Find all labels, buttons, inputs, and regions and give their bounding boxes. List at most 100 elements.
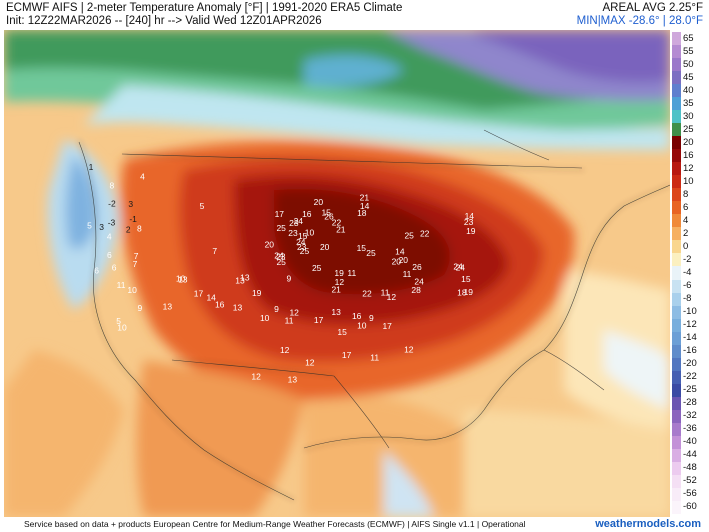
anomaly-value-label: 15 — [321, 208, 331, 218]
anomaly-value-label: 23 — [276, 252, 286, 262]
anomaly-value-label: 24 — [274, 251, 284, 261]
anomaly-value-label: 17 — [382, 321, 392, 331]
anomaly-value-label: 10 — [305, 228, 315, 238]
anomaly-value-label: 24 — [453, 261, 463, 271]
anomaly-value-label: 14 — [360, 201, 370, 211]
anomaly-value-label: 10 — [357, 321, 367, 331]
legend-swatch — [672, 149, 681, 163]
legend-entry: -36 — [672, 422, 708, 437]
legend-label: 6 — [683, 201, 689, 213]
anomaly-value-label: 13 — [331, 307, 341, 317]
legend-swatch — [672, 435, 681, 450]
legend-entry: -48 — [672, 461, 708, 476]
anomaly-value-label: 11 — [285, 316, 294, 326]
legend-swatch — [672, 370, 681, 385]
anomaly-value-label: 2 — [126, 225, 131, 235]
legend-label: -14 — [683, 332, 697, 344]
legend-swatch — [672, 409, 681, 424]
legend-label: 40 — [683, 84, 694, 96]
legend-entry: 55 — [672, 45, 708, 59]
legend-entry: 8 — [672, 188, 708, 202]
anomaly-value-label: 9 — [138, 303, 143, 313]
anomaly-value-label: 23 — [464, 217, 474, 227]
legend-entry: -44 — [672, 448, 708, 463]
legend-label: -10 — [683, 306, 697, 318]
legend-entry: 35 — [672, 97, 708, 111]
anomaly-value-label: 12 — [289, 308, 299, 318]
anomaly-value-label: 9 — [369, 313, 374, 323]
anomaly-value-label: 13 — [233, 303, 243, 313]
legend-entry: -16 — [672, 344, 708, 359]
legend-label: -32 — [683, 410, 697, 422]
anomaly-value-label: 7 — [134, 251, 139, 261]
legend-label: 4 — [683, 214, 689, 226]
brand-watermark: weathermodels.com — [595, 518, 701, 530]
anomaly-value-label: 19 — [464, 287, 474, 297]
anomaly-value-label: -1 — [129, 214, 137, 224]
legend-swatch — [672, 487, 681, 502]
legend-label: -40 — [683, 436, 697, 448]
legend-swatch — [672, 292, 681, 307]
legend-label: 45 — [683, 71, 694, 83]
legend-entry: 6 — [672, 201, 708, 215]
legend-label: 8 — [683, 188, 689, 200]
legend-swatch — [672, 97, 681, 111]
legend-swatch — [672, 188, 681, 202]
map-footer: Service based on data + products Europea… — [0, 517, 709, 532]
color-scale-legend: 65 55 50 45 40 35 30 25 20 16 12 10 8 6 4 2 0 -2 -4 -6 -8 -10… — [672, 32, 708, 515]
legend-swatch — [672, 253, 681, 267]
anomaly-value-label: 11 — [370, 352, 379, 362]
legend-label: -28 — [683, 397, 697, 409]
legend-label: 25 — [683, 123, 694, 135]
anomaly-value-label: 18 — [357, 208, 367, 218]
anomaly-value-label: 17 — [194, 288, 204, 298]
anomaly-value-label: 21 — [336, 224, 346, 234]
legend-label: 30 — [683, 110, 694, 122]
legend-entry: 45 — [672, 71, 708, 85]
legend-label: 35 — [683, 97, 694, 109]
anomaly-value-label: 25 — [276, 257, 286, 267]
anomaly-value-label: 20 — [320, 242, 330, 252]
anomaly-value-label: 12 — [404, 344, 414, 354]
legend-entry: 30 — [672, 110, 708, 124]
anomaly-value-label: 26 — [412, 262, 422, 272]
anomaly-value-label: 16 — [352, 311, 362, 321]
legend-label: -20 — [683, 358, 697, 370]
min-max-values: MIN|MAX -28.6° | 28.0°F — [576, 15, 703, 27]
legend-swatch — [672, 162, 681, 176]
anomaly-value-label: 16 — [215, 300, 225, 310]
anomaly-value-label: 12 — [251, 372, 261, 382]
legend-entry: -14 — [672, 331, 708, 346]
anomaly-value-label: 10 — [127, 285, 137, 295]
legend-swatch — [672, 136, 681, 150]
anomaly-value-label: 9 — [287, 273, 292, 283]
anomaly-value-label: 6 — [94, 265, 99, 275]
legend-entry: -22 — [672, 370, 708, 385]
anomaly-value-label: 15 — [337, 327, 347, 337]
legend-entry: 0 — [672, 240, 708, 254]
legend-swatch — [672, 461, 681, 476]
legend-label: 10 — [683, 175, 694, 187]
legend-entry: -4 — [672, 266, 708, 280]
legend-label: -44 — [683, 449, 697, 461]
anomaly-value-label: 20 — [314, 197, 324, 207]
legend-label: -8 — [683, 293, 692, 305]
map-title: ECMWF AIFS | 2-meter Temperature Anomaly… — [6, 2, 403, 14]
init-valid-time: Init: 12Z22MAR2026 -- [240] hr --> Valid… — [6, 15, 322, 27]
anomaly-value-label: 12 — [305, 357, 315, 367]
legend-entry: -12 — [672, 318, 708, 333]
legend-entry: -56 — [672, 487, 708, 502]
anomaly-value-label: 19 — [334, 268, 344, 278]
legend-swatch — [672, 58, 681, 72]
anomaly-value-label: 7 — [133, 259, 138, 269]
legend-entry: -2 — [672, 253, 708, 267]
legend-entry: -52 — [672, 474, 708, 489]
anomaly-value-label: 14 — [206, 292, 216, 302]
anomaly-value-label: 28 — [411, 285, 421, 295]
anomaly-value-label: 4 — [107, 232, 112, 242]
anomaly-value-label: 25 — [312, 263, 322, 273]
anomaly-value-label: 12 — [387, 292, 397, 302]
anomaly-value-label: 20 — [399, 255, 409, 265]
temperature-anomaly-map: 20 20 24 24 23 21 21 24 22 25 25 23 26 25 25 26 28 25 23 24… — [4, 30, 670, 517]
anomaly-value-label: 21 — [331, 285, 341, 295]
